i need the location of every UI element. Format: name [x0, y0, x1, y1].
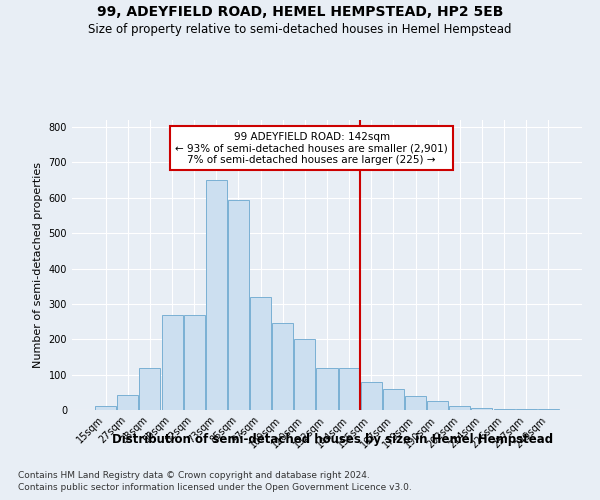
- Bar: [316, 368, 338, 410]
- Bar: [206, 180, 227, 410]
- Bar: [472, 408, 493, 410]
- Bar: [361, 382, 382, 410]
- Text: Size of property relative to semi-detached houses in Hemel Hempstead: Size of property relative to semi-detach…: [88, 22, 512, 36]
- Bar: [515, 409, 536, 410]
- Bar: [494, 409, 515, 410]
- Bar: [272, 324, 293, 410]
- Text: Distribution of semi-detached houses by size in Hemel Hempstead: Distribution of semi-detached houses by …: [112, 432, 554, 446]
- Text: 99 ADEYFIELD ROAD: 142sqm
← 93% of semi-detached houses are smaller (2,901)
7% o: 99 ADEYFIELD ROAD: 142sqm ← 93% of semi-…: [175, 132, 448, 165]
- Bar: [250, 297, 271, 410]
- Bar: [184, 314, 205, 410]
- Y-axis label: Number of semi-detached properties: Number of semi-detached properties: [33, 162, 43, 368]
- Bar: [338, 368, 359, 410]
- Bar: [118, 395, 139, 410]
- Bar: [295, 340, 316, 410]
- Text: Contains public sector information licensed under the Open Government Licence v3: Contains public sector information licen…: [18, 484, 412, 492]
- Bar: [228, 200, 249, 410]
- Bar: [95, 406, 116, 410]
- Bar: [139, 368, 160, 410]
- Bar: [383, 389, 404, 410]
- Bar: [161, 314, 182, 410]
- Bar: [405, 396, 426, 410]
- Bar: [427, 401, 448, 410]
- Bar: [449, 406, 470, 410]
- Text: 99, ADEYFIELD ROAD, HEMEL HEMPSTEAD, HP2 5EB: 99, ADEYFIELD ROAD, HEMEL HEMPSTEAD, HP2…: [97, 5, 503, 19]
- Text: Contains HM Land Registry data © Crown copyright and database right 2024.: Contains HM Land Registry data © Crown c…: [18, 471, 370, 480]
